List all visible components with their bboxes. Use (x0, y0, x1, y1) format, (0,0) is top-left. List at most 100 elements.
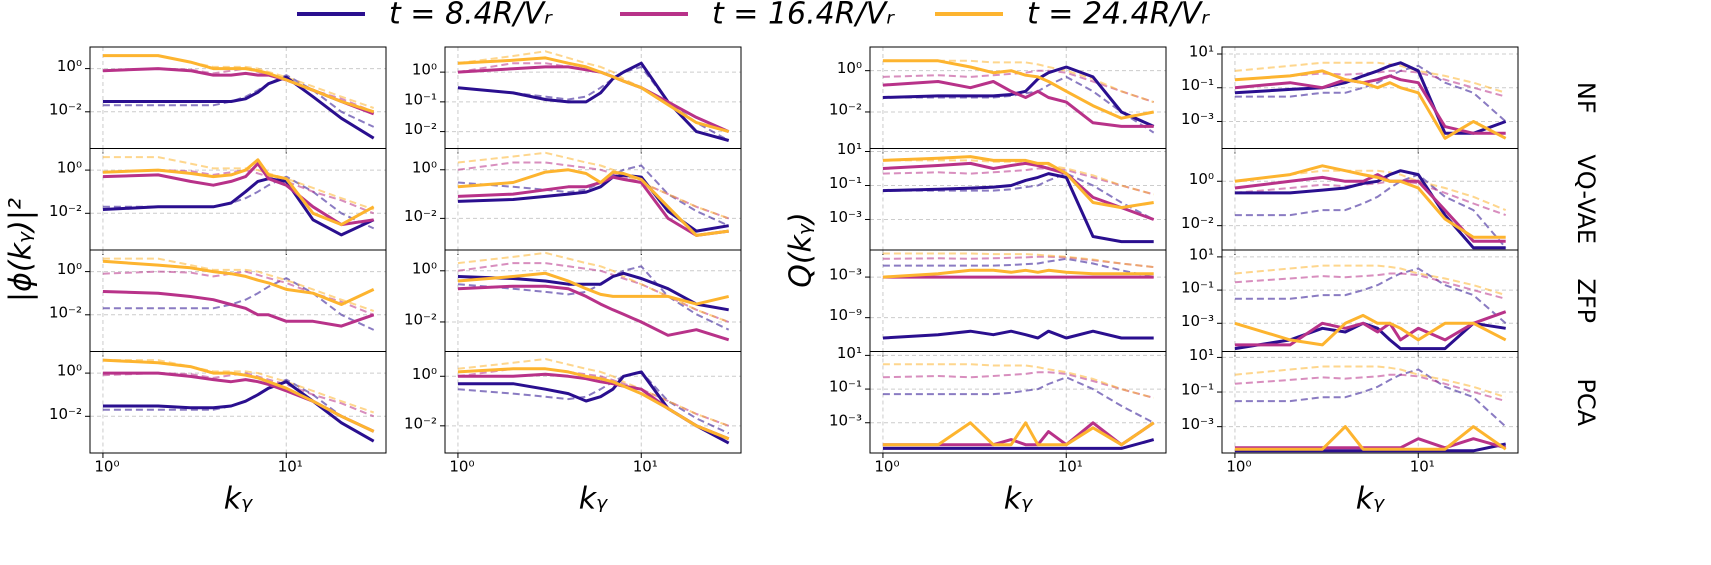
series-line (457, 56, 730, 134)
panel (870, 250, 1166, 352)
series-line (1234, 442, 1507, 453)
y-tick-label: 10⁰ (57, 159, 82, 177)
reference-line (457, 358, 730, 427)
y-tick-label: 10⁰ (57, 362, 82, 380)
reference-line (882, 75, 1155, 134)
series-line (102, 259, 375, 306)
y-tick-label: 10¹ (1189, 43, 1214, 61)
panel (870, 47, 1166, 149)
series-line (1234, 74, 1506, 135)
x-tick-label: 10⁰ (449, 458, 474, 476)
series-line (1234, 164, 1506, 239)
row-label: NF (1572, 82, 1600, 114)
y-tick-label: 10⁻² (404, 120, 437, 138)
series-line (102, 290, 375, 328)
y-tick-label: 10⁰ (412, 61, 437, 79)
panel (1222, 148, 1518, 250)
series-line (1234, 437, 1507, 450)
series-line (102, 54, 375, 114)
y-tick-label: 10⁻¹ (1181, 76, 1214, 94)
y-tick-label: 10⁻¹ (829, 174, 862, 192)
series-line (882, 155, 1154, 210)
x-tick-label: 10⁰ (94, 458, 119, 476)
reference-line (882, 376, 1155, 424)
row-label: ZFP (1572, 278, 1600, 323)
series-line (882, 329, 1154, 340)
series-line (102, 67, 375, 116)
series-line (1234, 313, 1507, 347)
series-line (102, 358, 375, 433)
reference-line (457, 50, 730, 133)
y-tick-label: 10⁰ (412, 158, 437, 176)
x-tick-label: 10⁰ (874, 458, 899, 476)
series-line (1234, 69, 1507, 140)
y-tick-label: 10⁰ (57, 57, 82, 75)
reference-line (1234, 61, 1506, 94)
x-axis-label: kᵧ (1356, 482, 1385, 517)
row-label: VQ-VAE (1572, 154, 1600, 244)
y-tick-label: 10⁻² (1181, 214, 1214, 232)
y-tick-label: 10⁻³ (1181, 415, 1214, 433)
y-tick-label: 10⁻² (404, 414, 437, 432)
series-line (1234, 425, 1507, 451)
reference-line (1234, 169, 1507, 212)
series-line (457, 367, 730, 441)
y-tick-label: 10⁰ (412, 365, 437, 383)
series-line (457, 168, 729, 237)
reference-line (882, 252, 1154, 269)
series-line (457, 175, 729, 237)
y-tick-label: 10⁻³ (829, 208, 862, 226)
y-tick-label: 10⁻¹ (1181, 381, 1214, 399)
row-label: PCA (1572, 378, 1600, 426)
reference-line (882, 172, 1155, 221)
x-tick-label: 10¹ (278, 458, 303, 476)
reference-line (457, 151, 730, 220)
panel-frame (869, 351, 1167, 454)
x-axis-label: kᵧ (1004, 482, 1033, 517)
reference-line (1234, 368, 1507, 428)
panel-frame (1221, 351, 1519, 454)
panel (870, 148, 1166, 250)
series-line (102, 162, 374, 227)
reference-line (102, 372, 375, 418)
reference-line (1234, 264, 1506, 297)
y-tick-label: 10⁻³ (1181, 110, 1214, 128)
x-axis-label: kᵧ (224, 482, 253, 517)
series-line (457, 271, 729, 312)
reference-line (457, 65, 730, 142)
y-tick-label: 10⁻³ (829, 266, 862, 284)
series-line (102, 158, 375, 227)
y-tick-label: 10⁰ (57, 260, 82, 278)
panel-frame (89, 351, 387, 454)
y-tick-label: 10⁻² (49, 405, 82, 423)
y-tick-label: 10⁻¹ (1181, 279, 1214, 297)
panel (445, 148, 741, 250)
series-line (1234, 61, 1507, 135)
y-tick-label: 10⁻² (49, 100, 82, 118)
x-tick-label: 10¹ (1058, 458, 1083, 476)
panel (1222, 351, 1518, 453)
series-line (882, 80, 1154, 128)
panel (90, 351, 386, 453)
panel (90, 250, 386, 352)
panel (445, 351, 741, 453)
series-line (102, 177, 375, 237)
series-line (882, 65, 1155, 128)
reference-line (882, 363, 1154, 399)
reference-line (102, 74, 375, 128)
y-axis-label: |ϕ(kᵧ)|² (4, 198, 39, 302)
reference-line (102, 378, 375, 433)
reference-line (102, 277, 375, 331)
y-tick-label: 10⁻² (404, 207, 437, 225)
series-line (882, 421, 1155, 447)
reference-line (1234, 272, 1506, 300)
panel (445, 250, 741, 352)
series-line (457, 173, 729, 233)
y-tick-label: 10¹ (837, 140, 862, 158)
y-tick-label: 10⁻¹ (404, 90, 437, 108)
x-tick-label: 10¹ (1410, 458, 1435, 476)
series-line (457, 284, 730, 342)
y-tick-label: 10⁻² (49, 303, 82, 321)
panel (870, 351, 1166, 453)
